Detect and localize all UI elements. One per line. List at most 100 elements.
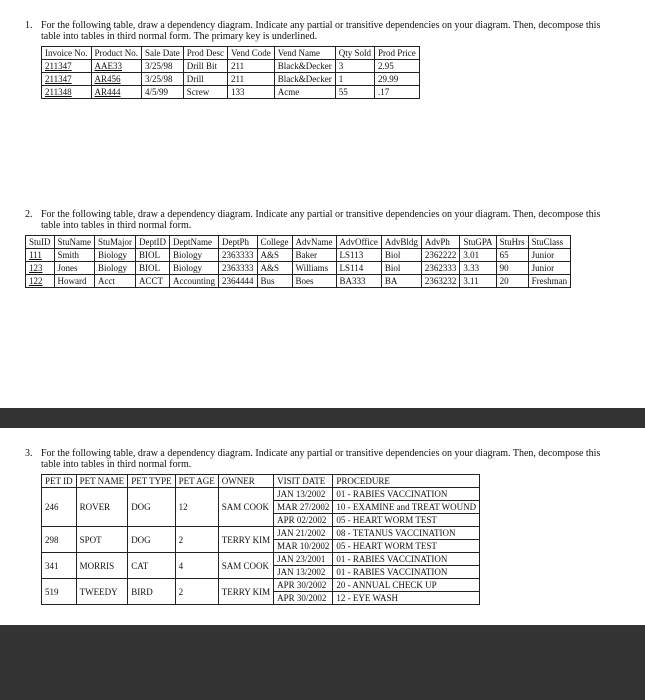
question-2: 2. For the following table, draw a depen… bbox=[25, 209, 620, 231]
table-cell: 20 bbox=[496, 275, 528, 288]
table-cell: AR456 bbox=[91, 73, 142, 86]
table-cell: JAN 23/2001 bbox=[274, 553, 333, 566]
column-header: VISIT DATE bbox=[274, 475, 333, 488]
table-row: 123JonesBiologyBIOLBiology2363333A&SWill… bbox=[26, 262, 571, 275]
table-cell: Drill bbox=[183, 73, 227, 86]
column-header: DeptID bbox=[136, 236, 170, 249]
table-cell: Black&Decker bbox=[274, 60, 335, 73]
column-header: OWNER bbox=[218, 475, 273, 488]
table-row: 341MORRISCAT4SAM COOKJAN 23/200101 - RAB… bbox=[42, 553, 480, 566]
question-number: 1. bbox=[25, 20, 41, 42]
table-cell: 55 bbox=[335, 86, 374, 99]
table-cell: LS114 bbox=[336, 262, 381, 275]
column-header: Qty Sold bbox=[335, 47, 374, 60]
table-cell: BA333 bbox=[336, 275, 381, 288]
column-header: StuClass bbox=[528, 236, 571, 249]
column-header: Sale Date bbox=[142, 47, 184, 60]
table-cell: 2364444 bbox=[219, 275, 258, 288]
table-row: 211348AR4444/5/99Screw133Acme55.17 bbox=[42, 86, 420, 99]
table-cell: 2363333 bbox=[219, 262, 258, 275]
table-cell: Acct bbox=[95, 275, 136, 288]
table-cell: Smith bbox=[54, 249, 95, 262]
question-3: 3. For the following table, draw a depen… bbox=[25, 448, 620, 470]
column-header: PROCEDURE bbox=[333, 475, 480, 488]
page-1: 1. For the following table, draw a depen… bbox=[0, 0, 645, 408]
table-cell: A&S bbox=[257, 262, 292, 275]
column-header: StuName bbox=[54, 236, 95, 249]
table-cell: Biology bbox=[170, 249, 219, 262]
table-cell: 122 bbox=[26, 275, 55, 288]
table-cell: Boes bbox=[292, 275, 336, 288]
table-cell: APR 30/2002 bbox=[274, 579, 333, 592]
table-cell: BIRD bbox=[128, 579, 175, 605]
table-row: 122HowardAcctACCTAccounting2364444BusBoe… bbox=[26, 275, 571, 288]
table-cell: MAR 10/2002 bbox=[274, 540, 333, 553]
table-cell: 211 bbox=[227, 60, 274, 73]
table-cell: Junior bbox=[528, 262, 571, 275]
table-row: 298SPOTDOG2TERRY KIMJAN 21/200208 - TETA… bbox=[42, 527, 480, 540]
table-cell: BIOL bbox=[136, 249, 170, 262]
table-cell: 211347 bbox=[42, 60, 92, 73]
table-cell: 29.99 bbox=[374, 73, 419, 86]
table-cell: BA bbox=[381, 275, 421, 288]
table-cell: 2 bbox=[175, 579, 218, 605]
table-cell: 05 - HEART WORM TEST bbox=[333, 540, 480, 553]
table-cell: 2 bbox=[175, 527, 218, 553]
table-cell: BIOL bbox=[136, 262, 170, 275]
table-cell: 1 bbox=[335, 73, 374, 86]
table-cell: 4 bbox=[175, 553, 218, 579]
table-cell: SPOT bbox=[76, 527, 128, 553]
table-cell: 01 - RABIES VACCINATION bbox=[333, 566, 480, 579]
table-cell: Biol bbox=[381, 249, 421, 262]
table-cell: Bus bbox=[257, 275, 292, 288]
table-cell: Drill Bit bbox=[183, 60, 227, 73]
table-cell: 2.95 bbox=[374, 60, 419, 73]
table-row: 111SmithBiologyBIOLBiology2363333A&SBake… bbox=[26, 249, 571, 262]
table-cell: 4/5/99 bbox=[142, 86, 184, 99]
column-header: DeptName bbox=[170, 236, 219, 249]
column-header: PET AGE bbox=[175, 475, 218, 488]
table-row: 519TWEEDYBIRD2TERRY KIMAPR 30/200220 - A… bbox=[42, 579, 480, 592]
table-cell: Black&Decker bbox=[274, 73, 335, 86]
table-cell: CAT bbox=[128, 553, 175, 579]
table-cell: TERRY KIM bbox=[218, 579, 273, 605]
table-cell: Baker bbox=[292, 249, 336, 262]
table-cell: 211348 bbox=[42, 86, 92, 99]
column-header: Vend Name bbox=[274, 47, 335, 60]
table-cell: APR 30/2002 bbox=[274, 592, 333, 605]
table-cell: 341 bbox=[42, 553, 77, 579]
table-cell: APR 02/2002 bbox=[274, 514, 333, 527]
table-3: PET IDPET NAMEPET TYPEPET AGEOWNERVISIT … bbox=[41, 474, 480, 605]
column-header: Prod Desc bbox=[183, 47, 227, 60]
table-cell: 3/25/98 bbox=[142, 60, 184, 73]
table-cell: Freshman bbox=[528, 275, 571, 288]
column-header: AdvName bbox=[292, 236, 336, 249]
table-1: Invoice No.Product No.Sale DateProd Desc… bbox=[41, 46, 420, 99]
column-header: AdvBldg bbox=[381, 236, 421, 249]
column-header: AdvPh bbox=[421, 236, 460, 249]
table-cell: 01 - RABIES VACCINATION bbox=[333, 553, 480, 566]
table-cell: 65 bbox=[496, 249, 528, 262]
table-cell: ACCT bbox=[136, 275, 170, 288]
table-cell: 298 bbox=[42, 527, 77, 553]
column-header: Invoice No. bbox=[42, 47, 92, 60]
table-cell: 12 - EYE WASH bbox=[333, 592, 480, 605]
question-number: 2. bbox=[25, 209, 41, 231]
table-cell: 2362333 bbox=[421, 262, 460, 275]
table-cell: 3.01 bbox=[460, 249, 496, 262]
table-cell: 246 bbox=[42, 488, 77, 527]
table-cell: AR444 bbox=[91, 86, 142, 99]
table-cell: 211347 bbox=[42, 73, 92, 86]
table-cell: Biology bbox=[95, 262, 136, 275]
column-header: PET ID bbox=[42, 475, 77, 488]
question-1: 1. For the following table, draw a depen… bbox=[25, 20, 620, 42]
table-cell: Williams bbox=[292, 262, 336, 275]
column-header: Vend Code bbox=[227, 47, 274, 60]
table-cell: DOG bbox=[128, 488, 175, 527]
table-cell: Acme bbox=[274, 86, 335, 99]
table-cell: 111 bbox=[26, 249, 55, 262]
table-cell: JAN 13/2002 bbox=[274, 566, 333, 579]
table-cell: TWEEDY bbox=[76, 579, 128, 605]
table-cell: 2363232 bbox=[421, 275, 460, 288]
page-2: 3. For the following table, draw a depen… bbox=[0, 428, 645, 625]
